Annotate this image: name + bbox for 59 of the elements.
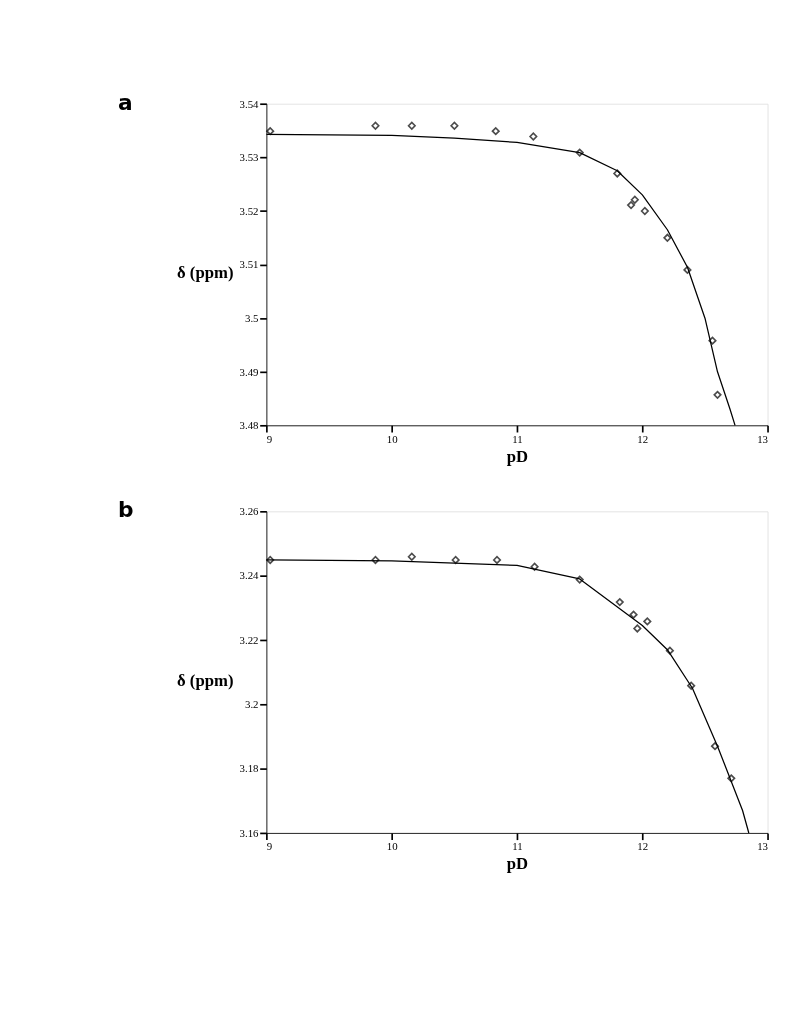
point [710, 742, 720, 751]
point [643, 617, 652, 626]
chart-title: a [118, 89, 133, 115]
x-tick-label: 9 [266, 432, 273, 445]
chart-title: b [118, 497, 134, 523]
point [530, 562, 539, 571]
point [626, 201, 636, 210]
y-tick-label: 3.48 [239, 419, 260, 432]
point [575, 148, 584, 157]
y-axis-title: δ (ppm) [177, 670, 234, 690]
point [529, 132, 538, 141]
y-tick-label: 3.2 [244, 698, 259, 711]
y-tick-label: 3.54 [239, 97, 260, 110]
y-tick-label: 3.26 [239, 505, 260, 518]
x-axis-title: pD [506, 854, 529, 874]
y-tick-label: 3.22 [239, 633, 259, 646]
point [615, 598, 624, 607]
point [266, 555, 275, 565]
x-tick-label: 11 [512, 432, 523, 445]
x-tick-label: 9 [266, 840, 273, 853]
y-tick-label: 3.18 [239, 762, 260, 775]
point [491, 127, 500, 136]
x-tick-label: 13 [757, 840, 769, 853]
point [713, 390, 722, 399]
point [266, 127, 275, 136]
x-tick-label: 10 [386, 432, 399, 445]
point [371, 121, 380, 130]
point [640, 206, 649, 216]
y-axis-title: δ (ppm) [177, 263, 234, 283]
point [665, 646, 674, 655]
y-tick-label: 3.5 [244, 311, 259, 324]
point [708, 336, 717, 345]
y-tick-label: 3.52 [239, 204, 259, 217]
y-tick-label: 3.53 [239, 151, 259, 164]
y-tick-label: 3.49 [239, 365, 259, 378]
point [629, 610, 638, 619]
point [663, 233, 672, 242]
point [633, 624, 642, 633]
y-tick-label: 3.51 [239, 258, 259, 271]
point [451, 555, 460, 565]
point [687, 681, 696, 690]
y-tick-label: 3.24 [239, 569, 260, 582]
point [630, 195, 639, 204]
point [492, 555, 502, 565]
point [371, 555, 380, 565]
point [407, 121, 416, 130]
point [727, 774, 736, 783]
x-tick-label: 11 [512, 840, 523, 853]
point [450, 121, 459, 130]
point [575, 575, 584, 584]
x-axis-title: pD [506, 446, 529, 466]
point [613, 169, 622, 178]
x-tick-label: 13 [757, 432, 769, 445]
x-tick-label: 10 [386, 840, 399, 853]
point [407, 552, 416, 561]
x-tick-label: 12 [637, 432, 649, 445]
point [683, 265, 692, 275]
y-tick-label: 3.16 [239, 826, 260, 839]
x-tick-label: 12 [637, 840, 649, 853]
